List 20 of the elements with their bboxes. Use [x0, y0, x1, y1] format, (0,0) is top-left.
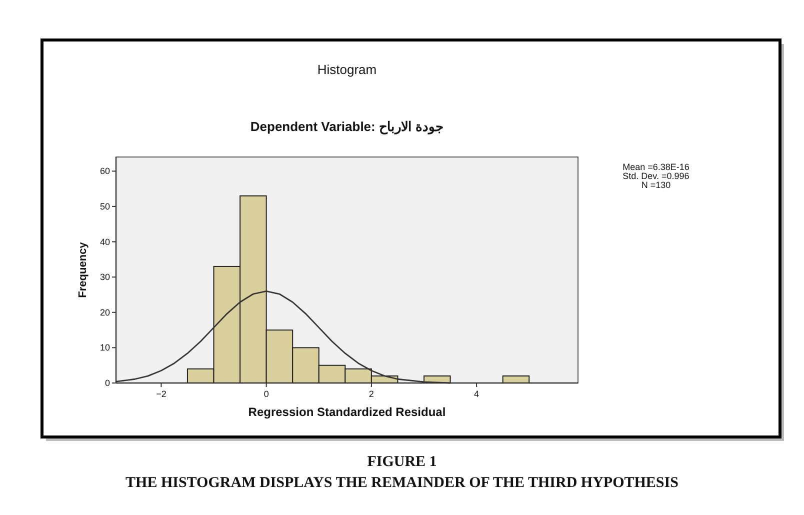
- y-tick-label: 50: [100, 201, 110, 212]
- y-tick-label: 0: [104, 378, 110, 388]
- text: THE HISTOGRAM DISPLAYS THE REMAINDER OF THE THIRD HYPOTHESIS: [126, 475, 678, 491]
- text: Mean =6.38E-16: [622, 162, 690, 172]
- y-axis-title: Frequency: [77, 241, 89, 298]
- y-tick-label: 30: [100, 272, 110, 282]
- x-tick-label: 4: [474, 389, 480, 399]
- x-tick-label: 0: [264, 389, 269, 399]
- text: Std. Dev. =0.996: [622, 171, 690, 181]
- y-tick-label: 40: [100, 236, 110, 247]
- chart-title: Histogram: [317, 62, 377, 77]
- caption: FIGURE 1: [367, 454, 437, 470]
- x-tick-label: −2: [156, 389, 166, 399]
- y-tick-label: 20: [100, 307, 110, 318]
- x-axis-title: Regression Standardized Residual: [248, 405, 446, 419]
- x-tick-label: 2: [368, 389, 374, 399]
- y-tick-label: 10: [100, 342, 110, 353]
- chart-subtitle: Dependent Variable: جودة الارباح: [250, 119, 444, 135]
- text: N =130: [641, 180, 671, 190]
- y-tick-label: 60: [100, 166, 110, 176]
